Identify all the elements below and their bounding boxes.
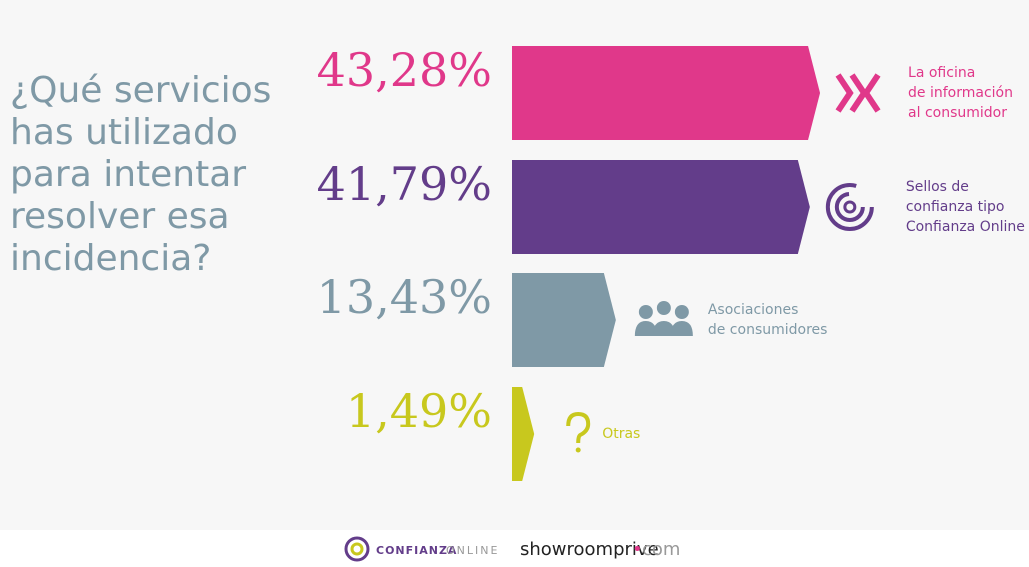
category-label: La oficina de información al consumidor: [908, 65, 1013, 121]
logo-text: •: [632, 539, 643, 560]
icon: [670, 321, 693, 336]
category-label: Sellos de confianza tipo Confianza Onlin…: [905, 179, 1025, 235]
bar: [512, 273, 616, 367]
bar: [512, 46, 821, 140]
value-label: 1,49%: [346, 384, 492, 438]
footer-logos: CONFIANZA ONLINE showroomprive • com: [344, 536, 680, 562]
icon: [674, 305, 689, 319]
logo-text: CONFIANZA: [376, 544, 457, 557]
logo-text: com: [642, 539, 680, 560]
logo-icon: [344, 536, 370, 562]
icon: [656, 301, 671, 315]
icon: [835, 73, 881, 113]
chart: 43,28% 41,79% 13,43% 1,49%: [317, 43, 881, 481]
logo-text: showroomprive: [520, 539, 659, 560]
icon: [634, 321, 657, 336]
icon: [843, 200, 857, 214]
icon: [638, 305, 653, 319]
icon: [825, 183, 874, 231]
value-label: 43,28%: [317, 43, 492, 97]
value-label: 41,79%: [317, 157, 492, 211]
logo-icon: [350, 542, 364, 556]
value-label: 13,43%: [317, 270, 492, 324]
icon: [566, 411, 591, 444]
bar: [512, 387, 535, 481]
icon: [834, 192, 865, 222]
chart-title: ¿Qué servicios has utilizado para intent…: [10, 70, 272, 279]
icon: [575, 447, 581, 453]
icon: [652, 321, 675, 336]
logo-text: ONLINE: [446, 544, 499, 557]
category-label: Asociaciones de consumidores: [707, 302, 828, 338]
bar: [512, 160, 810, 254]
category-label: Otras: [602, 426, 641, 442]
footer: CONFIANZA ONLINE showroomprive • com: [0, 530, 1029, 567]
